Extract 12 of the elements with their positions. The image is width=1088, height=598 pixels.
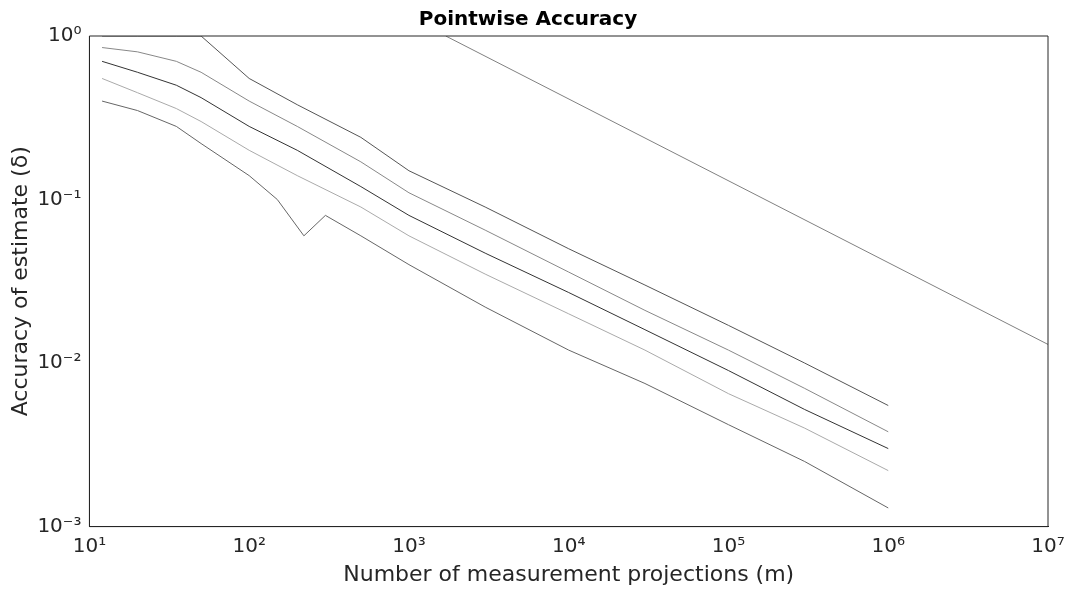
x-tick-label: 10²	[232, 532, 266, 557]
x-tick-label: 10³	[392, 532, 426, 557]
x-tick-label: 10⁵	[711, 532, 746, 557]
y-tick-label: 10⁻²	[37, 349, 82, 374]
chart-title: Pointwise Accuracy	[418, 6, 638, 31]
y-tick-label: 10⁰	[47, 22, 82, 47]
x-tick-label: 10⁷	[1031, 532, 1065, 557]
x-tick-label: 10⁴	[551, 532, 586, 557]
y-tick-label: 10⁻¹	[37, 185, 82, 210]
y-axis-title: Accuracy of estimate (δ)	[6, 146, 32, 417]
x-axis-title: Number of measurement projections (m)	[343, 560, 795, 586]
x-tick-label: 10⁶	[871, 532, 905, 557]
